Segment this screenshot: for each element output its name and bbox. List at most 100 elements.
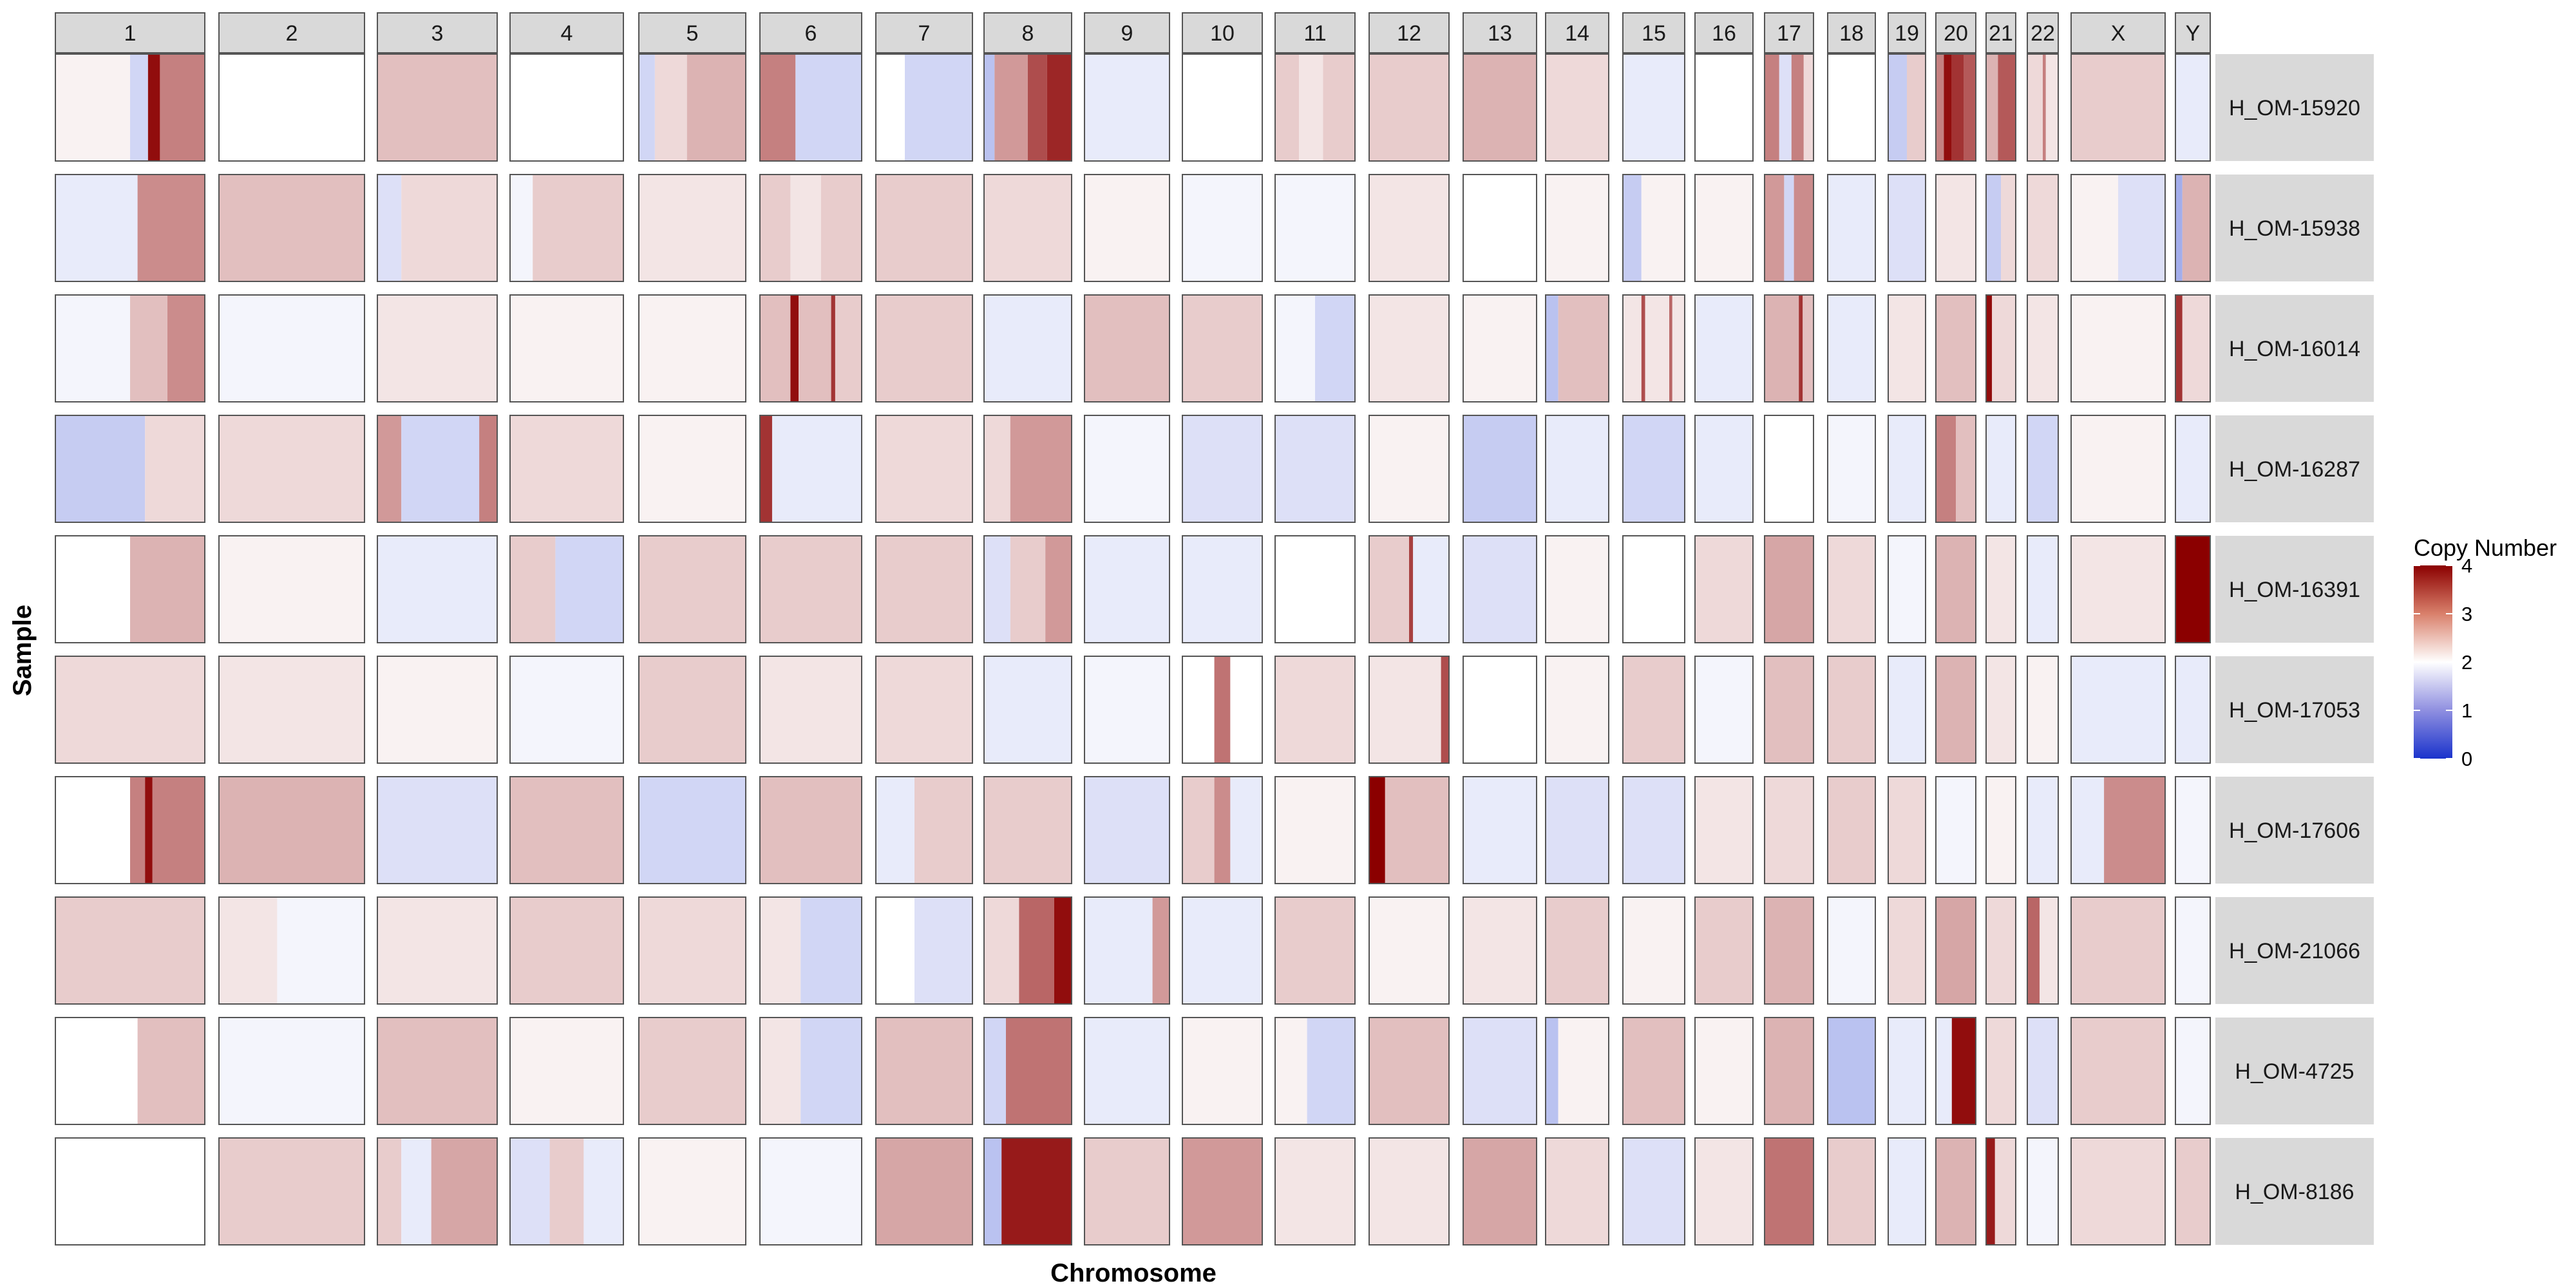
panel-border bbox=[2175, 1017, 2211, 1125]
panel-H_OM-16014-chr17 bbox=[1764, 294, 1814, 402]
cn-segment bbox=[1986, 536, 2016, 643]
chromosome-label: 6 bbox=[805, 21, 817, 46]
cn-segment bbox=[1182, 1138, 1262, 1245]
cn-segment bbox=[130, 295, 167, 402]
cn-segment bbox=[760, 1138, 862, 1245]
panel-border bbox=[1985, 535, 2016, 643]
panel-H_OM-21066-chr7 bbox=[875, 896, 973, 1005]
cn-segment bbox=[1986, 777, 2016, 884]
cn-segment bbox=[167, 295, 205, 402]
cn-segment bbox=[984, 1138, 1002, 1245]
panel-H_OM-17053-chr8 bbox=[983, 656, 1072, 764]
cn-segment bbox=[1275, 54, 1300, 161]
panel-H_OM-8186-chr2 bbox=[218, 1137, 365, 1245]
panel-H_OM-15920-chr17 bbox=[1764, 53, 1814, 162]
cn-segment bbox=[1936, 1138, 1976, 1245]
cn-segment bbox=[2027, 175, 2058, 281]
panel-H_OM-17606-chr2 bbox=[218, 776, 365, 884]
panel-H_OM-16014-chr3 bbox=[377, 294, 498, 402]
panel-border bbox=[1084, 535, 1170, 643]
chromosome-label: 7 bbox=[918, 21, 931, 46]
panel-H_OM-8186-chr12 bbox=[1368, 1137, 1450, 1245]
panel-H_OM-16287-chr18 bbox=[1827, 415, 1876, 523]
cn-segment bbox=[760, 175, 791, 281]
panel-H_OM-8186-chr20 bbox=[1935, 1137, 1976, 1245]
panel-border bbox=[1368, 53, 1450, 162]
panel-border bbox=[875, 415, 973, 523]
panel-H_OM-15920-chr12 bbox=[1368, 53, 1450, 162]
cn-segment bbox=[639, 1018, 746, 1124]
cn-segment bbox=[1936, 415, 1956, 522]
panel-H_OM-8186-chrX bbox=[2070, 1137, 2166, 1245]
cn-segment bbox=[1623, 295, 1642, 402]
cn-segment bbox=[1369, 656, 1441, 763]
cn-segment bbox=[145, 415, 205, 522]
cn-segment bbox=[1888, 175, 1926, 281]
panel-border bbox=[1463, 656, 1537, 764]
panel-border bbox=[638, 1017, 746, 1125]
cn-segment bbox=[1010, 536, 1046, 643]
panel-H_OM-17606-chr5 bbox=[638, 776, 746, 884]
panel-H_OM-21066-chr8 bbox=[983, 896, 1072, 1005]
panel-border bbox=[1935, 1137, 1976, 1245]
panel-border bbox=[1827, 656, 1876, 764]
panel-border bbox=[377, 1137, 498, 1245]
cn-segment bbox=[1641, 295, 1645, 402]
panel-H_OM-16014-chr9 bbox=[1084, 294, 1170, 402]
panel-H_OM-16287-chr7 bbox=[875, 415, 973, 523]
panel-H_OM-15920-chr10 bbox=[1182, 53, 1263, 162]
panel-H_OM-4725-chr16 bbox=[1694, 1017, 1754, 1125]
panel-border bbox=[1368, 656, 1450, 764]
chromosome-label: 22 bbox=[2031, 21, 2055, 46]
cn-segment bbox=[2027, 1018, 2058, 1124]
cn-segment bbox=[1765, 175, 1785, 281]
panel-border bbox=[759, 535, 862, 643]
cn-segment bbox=[1045, 536, 1072, 643]
panel-border bbox=[1622, 53, 1685, 162]
panel-border bbox=[2070, 53, 2166, 162]
chromosome-strip-bg bbox=[759, 12, 862, 53]
panel-border bbox=[218, 415, 365, 523]
panel-H_OM-16014-chr4 bbox=[509, 294, 624, 402]
panel-border bbox=[1764, 896, 1814, 1005]
cn-segment bbox=[1010, 415, 1072, 522]
chromosome-strip-9: 9 bbox=[1084, 12, 1170, 53]
sample-row-H_OM-17053 bbox=[55, 656, 2211, 764]
panel-border bbox=[1694, 1137, 1754, 1245]
cn-segment bbox=[152, 777, 205, 884]
panel-border bbox=[1368, 776, 1450, 884]
cn-segment bbox=[639, 54, 655, 161]
panel-H_OM-16014-chrY bbox=[2175, 294, 2211, 402]
cn-segment bbox=[1275, 656, 1355, 763]
cn-segment bbox=[984, 777, 1072, 884]
cn-segment bbox=[2175, 54, 2210, 161]
cn-segment bbox=[1828, 1018, 1875, 1124]
panel-border bbox=[377, 53, 498, 162]
cn-segment bbox=[1888, 536, 1926, 643]
chromosome-label: 18 bbox=[1839, 21, 1864, 46]
cn-segment bbox=[1463, 54, 1537, 161]
panel-border bbox=[759, 174, 862, 282]
panel-H_OM-17053-chr13 bbox=[1463, 656, 1537, 764]
panel-border bbox=[1182, 1137, 1263, 1245]
panel-border bbox=[1985, 1017, 2016, 1125]
cn-segment bbox=[835, 295, 862, 402]
panel-border bbox=[1827, 776, 1876, 884]
cn-segment bbox=[1828, 175, 1875, 281]
chromosome-label: 9 bbox=[1121, 21, 1133, 46]
cn-segment bbox=[1765, 777, 1814, 884]
panel-H_OM-21066-chr1 bbox=[55, 896, 205, 1005]
cn-segment bbox=[55, 536, 130, 643]
panel-border bbox=[55, 1137, 205, 1245]
panel-border bbox=[983, 776, 1072, 884]
chromosome-strip-15: 15 bbox=[1622, 12, 1685, 53]
cn-segment bbox=[401, 175, 497, 281]
panel-H_OM-17053-chr21 bbox=[1985, 656, 2016, 764]
panel-border bbox=[2027, 896, 2059, 1005]
panel-H_OM-16287-chr9 bbox=[1084, 415, 1170, 523]
sample-label: H_OM-16014 bbox=[2229, 337, 2360, 361]
panel-border bbox=[1463, 415, 1537, 523]
panel-H_OM-21066-chr19 bbox=[1888, 896, 1926, 1005]
cn-segment bbox=[1888, 295, 1926, 402]
sample-strip-H_OM-16391: H_OM-16391 bbox=[2215, 536, 2374, 643]
